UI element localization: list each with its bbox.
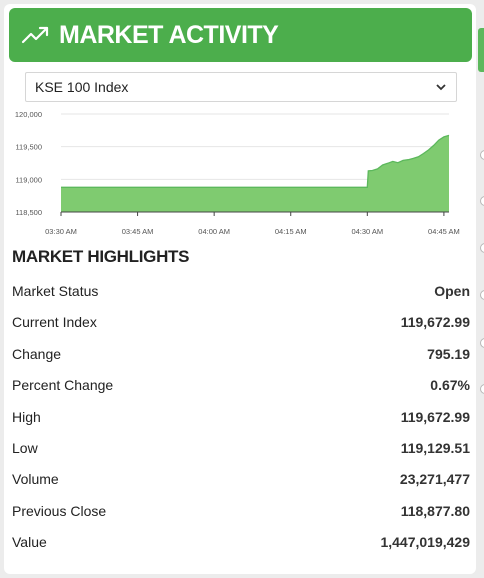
adjacent-radio-icon[interactable] [480, 290, 484, 300]
y-tick-label: 119,000 [15, 175, 42, 184]
series-area [61, 135, 449, 212]
highlight-value: 0.67% [430, 377, 470, 394]
highlight-label: Market Status [12, 283, 99, 299]
x-tick-label: 04:15 AM [275, 227, 307, 236]
highlight-row: Current Index 119,672.99 [12, 307, 470, 338]
series-line [61, 134, 450, 188]
highlight-row: Market Status Open [12, 276, 470, 307]
highlight-value: Open [434, 283, 470, 299]
x-tick-label: 03:30 AM [45, 227, 77, 236]
highlight-row: Value 1,447,019,429 [12, 527, 470, 558]
highlight-label: Percent Change [12, 377, 114, 394]
highlight-label: Change [12, 345, 62, 362]
y-tick-label: 118,500 [15, 208, 42, 217]
highlight-row: Low 119,129.51 [12, 433, 470, 464]
highlight-row: Volume 23,271,477 [12, 464, 470, 495]
trending-up-icon [21, 26, 49, 44]
highlights-table: Market Status Open Current Index 119,672.99… [12, 276, 470, 559]
adjacent-radio-icon[interactable] [480, 384, 484, 394]
highlight-value: 1,447,019,429 [380, 534, 470, 551]
chevron-down-icon [436, 83, 446, 90]
adjacent-radio-icon[interactable] [480, 243, 484, 253]
y-tick-label: 120,000 [15, 110, 42, 119]
highlight-value: 23,271,477 [399, 471, 470, 488]
highlight-label: Low [12, 439, 38, 456]
highlight-value: 119,672.99 [400, 408, 470, 425]
x-tick-label: 03:45 AM [122, 227, 154, 236]
index-chart: 120,000 119,500 119,000 118,500 03:30 AM 03:4… [15, 110, 460, 236]
highlight-label: Current Index [12, 314, 97, 331]
highlight-label: Volume [12, 471, 59, 488]
highlight-value: 118,877.80 [400, 502, 470, 519]
page-title: MARKET ACTIVITY [59, 20, 279, 49]
market-activity-header: MARKET ACTIVITY [9, 8, 472, 62]
index-select[interactable]: KSE 100 Index [25, 72, 457, 102]
adjacent-radio-icon[interactable] [480, 196, 484, 206]
x-tick-label: 04:30 AM [351, 227, 383, 236]
index-select-value: KSE 100 Index [35, 79, 129, 95]
highlight-label: High [12, 408, 41, 425]
adjacent-radio-icon[interactable] [480, 150, 484, 160]
highlight-row: Change 795.19 [12, 339, 470, 370]
highlight-value: 795.19 [427, 345, 470, 362]
highlight-label: Value [12, 534, 47, 551]
adjacent-panel-edge [478, 28, 484, 72]
highlights-title: MARKET HIGHLIGHTS [12, 247, 190, 266]
highlight-row: Percent Change 0.67% [12, 370, 470, 401]
highlight-value: 119,672.99 [400, 314, 470, 331]
highlight-row: High 119,672.99 [12, 402, 470, 433]
x-tick-label: 04:45 AM [428, 227, 460, 236]
highlight-value: 119,129.51 [400, 439, 470, 456]
adjacent-radio-icon[interactable] [480, 338, 484, 348]
x-tick-label: 04:00 AM [198, 227, 230, 236]
highlight-row: Previous Close 118,877.80 [12, 496, 470, 527]
market-activity-card: MARKET ACTIVITY KSE 100 Index 120,000 119… [4, 4, 476, 574]
y-tick-label: 119,500 [15, 143, 42, 152]
highlight-label: Previous Close [12, 502, 107, 519]
